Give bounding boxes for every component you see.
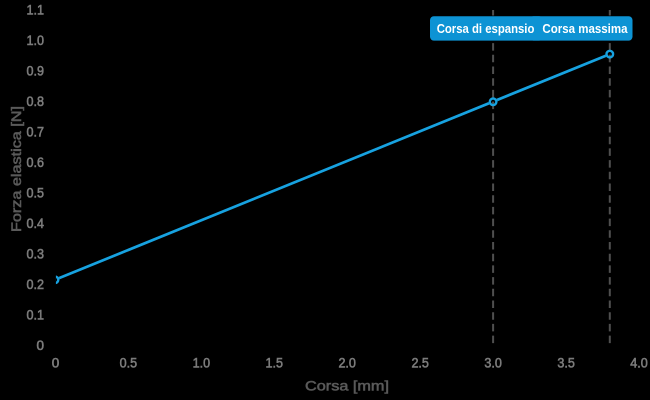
svg-text:1.5: 1.5 xyxy=(266,356,284,371)
svg-text:0.9: 0.9 xyxy=(27,63,45,78)
svg-text:Corsa di espansio: Corsa di espansio xyxy=(437,21,535,36)
svg-text:2.0: 2.0 xyxy=(338,356,356,371)
svg-text:0.4: 0.4 xyxy=(27,216,45,231)
svg-text:0.5: 0.5 xyxy=(27,185,45,200)
svg-text:1.0: 1.0 xyxy=(27,33,45,48)
svg-text:Forza elastica [N]: Forza elastica [N] xyxy=(8,106,24,232)
svg-text:1.1: 1.1 xyxy=(27,2,45,17)
svg-text:1.0: 1.0 xyxy=(193,356,211,371)
svg-text:0.8: 0.8 xyxy=(27,94,45,109)
svg-text:2.5: 2.5 xyxy=(411,356,429,371)
svg-text:0.6: 0.6 xyxy=(27,155,45,170)
svg-text:0.5: 0.5 xyxy=(120,356,138,371)
svg-text:4.0: 4.0 xyxy=(630,356,648,371)
svg-text:0: 0 xyxy=(36,338,44,353)
svg-text:0.2: 0.2 xyxy=(27,277,45,292)
svg-text:0.3: 0.3 xyxy=(27,246,45,261)
svg-text:3.0: 3.0 xyxy=(484,356,502,371)
svg-text:0.1: 0.1 xyxy=(27,307,45,322)
svg-text:0.7: 0.7 xyxy=(27,124,45,139)
svg-text:Corsa massima: Corsa massima xyxy=(542,21,628,36)
svg-text:0: 0 xyxy=(52,356,60,371)
svg-text:3.5: 3.5 xyxy=(557,356,575,371)
svg-text:Corsa [mm]: Corsa [mm] xyxy=(305,378,389,394)
